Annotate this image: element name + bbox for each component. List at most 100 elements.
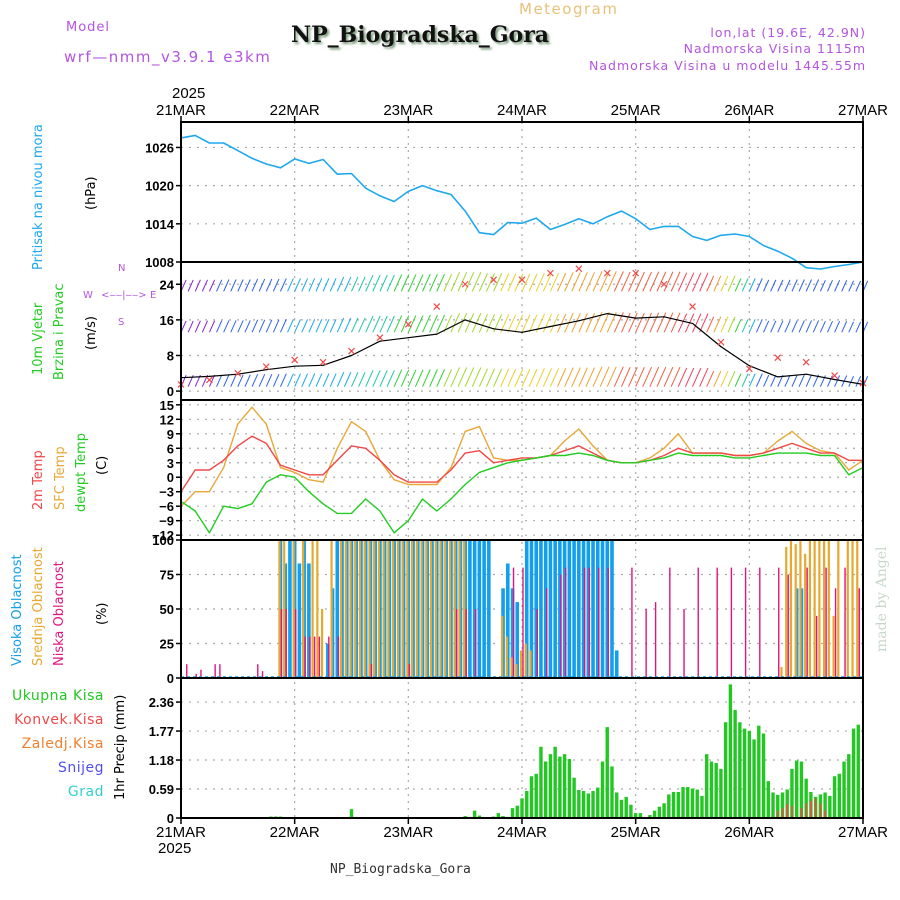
wind-gust-marker bbox=[291, 356, 299, 364]
wind-barb bbox=[549, 368, 560, 387]
dewpt-temp-line-point bbox=[848, 474, 850, 476]
wind-speed-line-point bbox=[578, 320, 580, 322]
2m-temp-line-point bbox=[592, 452, 594, 454]
wind-barb bbox=[798, 279, 805, 292]
pressure-line-point bbox=[691, 235, 694, 238]
mid-cloud-bar bbox=[429, 540, 433, 678]
wind-barb bbox=[379, 274, 388, 292]
high-cloud-bar bbox=[335, 540, 340, 678]
wind-barb bbox=[237, 320, 244, 333]
low-cloud-bar bbox=[844, 567, 846, 678]
dewpt-temp-line-point bbox=[265, 481, 267, 483]
total-precip-bar bbox=[577, 790, 581, 818]
wind-barb bbox=[592, 271, 603, 292]
wind-tick-label: 0 bbox=[167, 384, 174, 399]
2m-temp-line-point bbox=[265, 442, 267, 445]
low-cloud-bar bbox=[631, 567, 633, 678]
wind-barb bbox=[834, 375, 841, 387]
bottom-date-label: 22MAR bbox=[270, 824, 320, 841]
2m-temp-line-point bbox=[237, 445, 239, 447]
high-cloud-bar bbox=[595, 540, 600, 678]
bottom-date-label: 24MAR bbox=[497, 824, 547, 841]
dewpt-temp-line-point bbox=[365, 498, 367, 500]
wind-barb bbox=[521, 273, 531, 292]
compass-rose: N S W E <‒‒|‒‒> bbox=[83, 263, 156, 328]
compass-s: S bbox=[118, 317, 124, 328]
dewpt-temp-line-point bbox=[833, 454, 836, 457]
total-precip-bar bbox=[648, 815, 652, 818]
dewpt-temp-line-point bbox=[393, 532, 395, 534]
total-precip-bar bbox=[671, 791, 676, 818]
wind-barb bbox=[805, 279, 812, 292]
low-cloud-bar bbox=[564, 567, 567, 678]
wind-barb bbox=[827, 375, 833, 387]
precip-tick-label: 1.77 bbox=[149, 724, 174, 739]
wind-barb bbox=[763, 279, 770, 292]
sfc-temp-line-point bbox=[421, 483, 424, 486]
wind-barb bbox=[244, 320, 251, 333]
pressure-line-point bbox=[720, 234, 722, 236]
model-name: wrf—nmm_v3.9.1 e3km bbox=[64, 48, 272, 66]
wind-barb bbox=[365, 370, 374, 387]
2m-temp-line-point bbox=[663, 454, 665, 457]
total-precip-bar bbox=[652, 810, 657, 818]
compass-arrows: <‒‒|‒‒> bbox=[101, 290, 147, 301]
low-cloud-bar bbox=[512, 567, 515, 678]
low-cloud-bar bbox=[607, 567, 609, 678]
total-precip-bar bbox=[780, 792, 785, 818]
mid-cloud-bar bbox=[278, 540, 281, 678]
temp2m-title: 2m Temp bbox=[31, 450, 46, 510]
wind-barb bbox=[727, 370, 736, 387]
wind-barb bbox=[400, 315, 410, 333]
wind-speed-line-point bbox=[691, 322, 694, 325]
wind-barb bbox=[301, 373, 309, 387]
wind-speed-line-point bbox=[294, 365, 296, 367]
high-cloud-bar bbox=[543, 540, 548, 678]
wind-speed-line-point bbox=[407, 337, 409, 339]
wind-barb bbox=[436, 314, 445, 333]
dewpt-temp-line-point bbox=[521, 459, 523, 461]
wind-barb bbox=[670, 271, 681, 292]
wind-barb bbox=[819, 280, 826, 292]
wind-barb bbox=[265, 319, 273, 333]
wind-speed-line-point bbox=[379, 340, 381, 342]
wind-barb bbox=[308, 278, 316, 292]
mid-cloud-bar bbox=[524, 643, 527, 678]
wind-barb bbox=[322, 373, 330, 387]
conv-precip-bar bbox=[800, 808, 803, 818]
temperature-tick-label: −3 bbox=[159, 485, 174, 500]
wind-barb bbox=[393, 369, 403, 387]
wind-tick-label: 16 bbox=[160, 313, 174, 328]
wind-barb bbox=[656, 312, 667, 333]
wind-barb bbox=[457, 367, 468, 387]
mid-cloud-bar bbox=[354, 540, 357, 678]
wind-barb bbox=[635, 366, 645, 387]
wind-speed-line-point bbox=[521, 331, 523, 333]
wind-speed-line-point bbox=[720, 345, 722, 348]
sfc-temp-line-point bbox=[308, 479, 310, 481]
low-cloud-bar bbox=[455, 609, 458, 678]
total-precip-bar bbox=[605, 727, 609, 818]
pressure-units: (hPa) bbox=[84, 176, 99, 210]
wind-barb bbox=[777, 320, 784, 333]
pressure-line-point bbox=[478, 232, 480, 234]
wind-barb bbox=[336, 276, 345, 292]
top-date-label: 26MAR bbox=[724, 102, 774, 119]
mid-cloud-bar bbox=[837, 540, 840, 678]
wind-barb bbox=[372, 315, 381, 333]
cloud-tick-label: 100 bbox=[152, 533, 174, 548]
wind-barb bbox=[414, 369, 424, 387]
dewpt-temp-line-point bbox=[777, 452, 779, 454]
total-precip-bar bbox=[525, 790, 529, 818]
sfc-temp-line-point bbox=[237, 423, 239, 425]
high-cloud-bar bbox=[605, 540, 610, 678]
wind-barb bbox=[649, 312, 660, 333]
pressure-line-point bbox=[578, 218, 580, 220]
total-precip-bar bbox=[728, 684, 733, 818]
2m-temp-line-point bbox=[464, 452, 466, 454]
wind-barb bbox=[670, 312, 681, 333]
temperature-tick-label: 15 bbox=[160, 398, 174, 413]
sfc-temp-line-point bbox=[450, 466, 452, 469]
high-cloud-bar bbox=[505, 563, 510, 678]
pressure-line-point bbox=[606, 216, 608, 218]
